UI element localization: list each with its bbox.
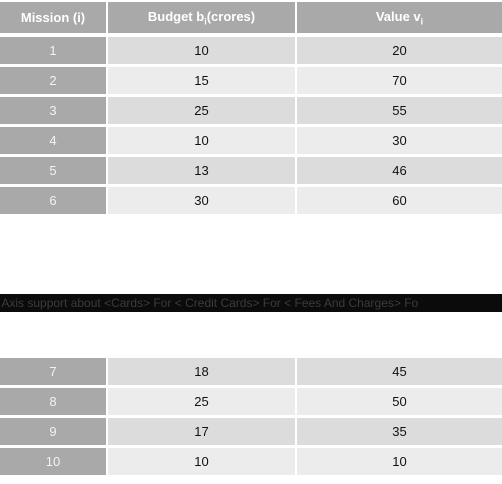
mission-cell: 10 [0,448,108,478]
mission-cell: 6 [0,187,108,217]
table-row: 2 15 70 [0,67,502,97]
mission-table-continued: 7 18 45 8 25 50 9 17 35 10 10 10 [0,358,502,478]
table-row: 4 10 30 [0,127,502,157]
value-cell: 60 [297,187,502,217]
mission-cell: 4 [0,127,108,157]
mission-cell: 9 [0,418,108,448]
header-mission-label: Mission (i) [20,10,86,25]
header-budget-unit: (crores) [206,8,256,24]
table-row: 9 17 35 [0,418,502,448]
budget-cell: 30 [108,187,297,217]
table-row: 10 10 10 [0,448,502,478]
header-budget: Budget bi(crores) [108,2,297,37]
value-cell: 45 [297,358,502,388]
value-cell: 30 [297,127,502,157]
value-cell: 50 [297,388,502,418]
value-cell: 10 [297,448,502,478]
budget-cell: 13 [108,157,297,187]
value-cell: 46 [297,157,502,187]
table-row: 8 25 50 [0,388,502,418]
budget-cell: 15 [108,67,297,97]
header-value: Value vi [297,2,502,37]
mission-cell: 7 [0,358,108,388]
budget-cell: 10 [108,448,297,478]
ticker-banner: om Axis support about <Cards> For < Cred… [0,294,502,312]
budget-cell: 25 [108,97,297,127]
value-cell: 55 [297,97,502,127]
header-value-subscript: i [420,16,424,27]
header-mission: Mission (i) [0,2,108,37]
value-cell: 70 [297,67,502,97]
table-row: 1 10 20 [0,37,502,67]
budget-cell: 25 [108,388,297,418]
mission-cell: 2 [0,67,108,97]
table-row: 5 13 46 [0,157,502,187]
mission-table: Mission (i) Budget bi(crores) Value vi 1… [0,2,502,217]
budget-cell: 17 [108,418,297,448]
header-value-label: Value v [375,8,421,24]
table-row: 6 30 60 [0,187,502,217]
header-budget-label: Budget b [147,8,205,24]
value-cell: 20 [297,37,502,67]
mission-cell: 3 [0,97,108,127]
budget-cell: 10 [108,37,297,67]
ticker-text: om Axis support about <Cards> For < Cred… [0,296,419,310]
mission-cell: 5 [0,157,108,187]
table-row: 7 18 45 [0,358,502,388]
value-cell: 35 [297,418,502,448]
header-budget-subscript: i [204,16,207,27]
mission-cell: 8 [0,388,108,418]
budget-cell: 10 [108,127,297,157]
header-row: Mission (i) Budget bi(crores) Value vi [0,2,502,37]
mission-cell: 1 [0,37,108,67]
table-row: 3 25 55 [0,97,502,127]
budget-cell: 18 [108,358,297,388]
